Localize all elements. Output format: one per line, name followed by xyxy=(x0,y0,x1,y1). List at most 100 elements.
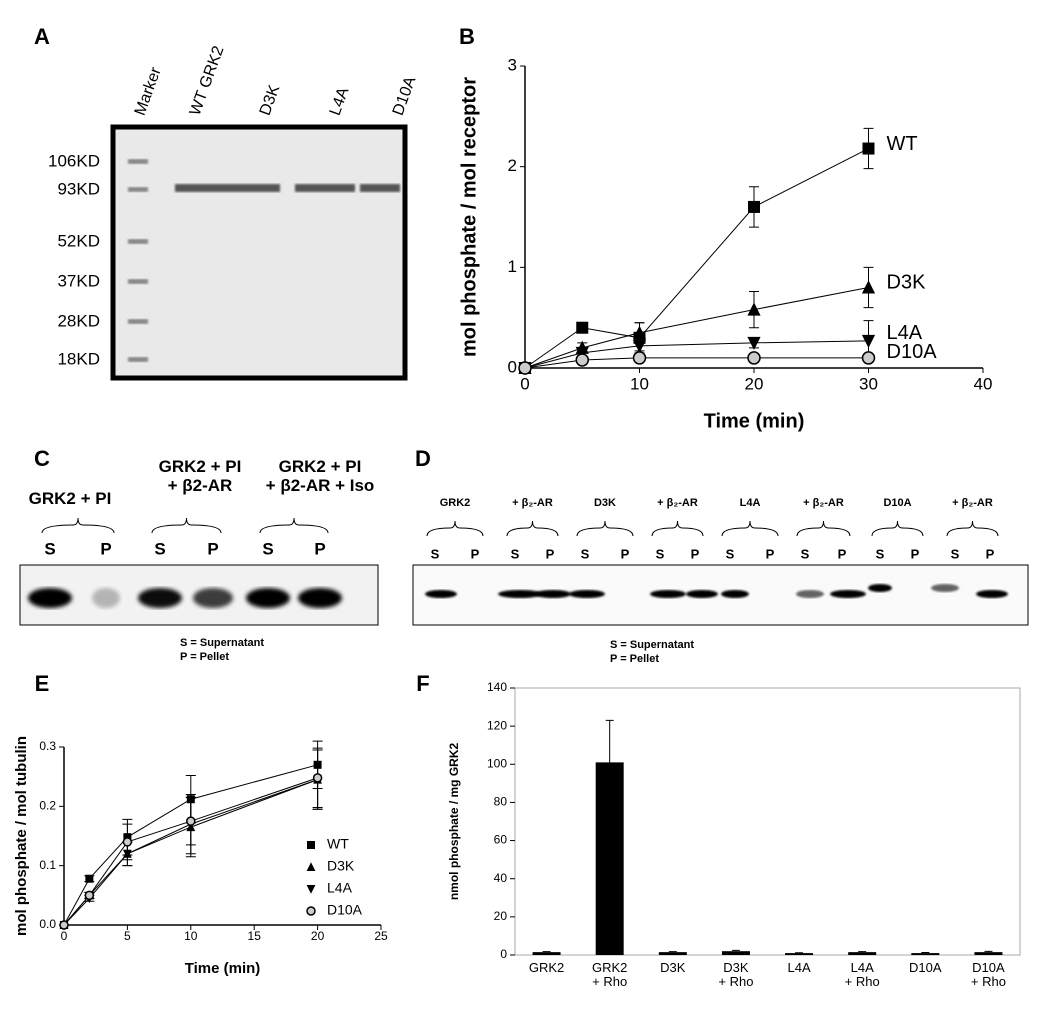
band xyxy=(298,588,342,608)
lane-label: P xyxy=(621,546,630,561)
lane-label: L4A xyxy=(327,85,353,118)
marker xyxy=(747,351,761,365)
band xyxy=(498,590,542,598)
band xyxy=(686,590,718,598)
legend-marker xyxy=(306,862,316,871)
lane-label: S xyxy=(726,546,735,561)
error-bar xyxy=(668,951,677,953)
group-label: D3K xyxy=(594,497,616,509)
marker-label: 106KD xyxy=(48,151,100,170)
group-label: L4A xyxy=(740,497,761,509)
legend-label: D3K xyxy=(327,858,355,874)
lane-label: D10A xyxy=(390,74,420,118)
gel-a xyxy=(110,124,408,381)
marker xyxy=(862,142,875,155)
y-tick-label: 0.3 xyxy=(39,739,56,753)
lane-label: S xyxy=(154,539,165,558)
brace xyxy=(506,520,559,537)
x-tick-label: D10A + Rho xyxy=(970,960,1006,990)
y-tick-label: 3 xyxy=(508,55,517,74)
marker-label: 52KD xyxy=(57,231,100,250)
y-tick-label: 0 xyxy=(508,357,517,376)
x-tick-label: 0 xyxy=(61,929,68,943)
bar xyxy=(785,953,814,955)
x-tick-label: 15 xyxy=(248,929,262,943)
group-label: GRK2 + PI + β2-AR + Iso xyxy=(265,457,375,495)
bar xyxy=(595,762,624,955)
lane-label: P xyxy=(100,539,111,558)
legend-text: S = Supernatant xyxy=(180,637,264,649)
x-tick-label: L4A + Rho xyxy=(844,960,880,990)
bar xyxy=(532,952,561,955)
band xyxy=(976,590,1008,598)
lane-label: P xyxy=(766,546,775,561)
error-bar xyxy=(984,950,993,953)
band xyxy=(721,590,749,598)
brace xyxy=(871,520,924,537)
marker xyxy=(59,920,69,930)
legend-label: L4A xyxy=(327,880,353,896)
series-label: L4A xyxy=(887,322,923,344)
bar xyxy=(658,952,687,955)
brace xyxy=(41,517,115,534)
lane-label: S xyxy=(656,546,665,561)
x-tick-label: 30 xyxy=(859,374,878,393)
lane-label: D3K xyxy=(257,82,284,117)
marker-label: 37KD xyxy=(57,271,100,290)
y-tick-label: 0.0 xyxy=(39,917,56,931)
band xyxy=(295,184,355,192)
marker xyxy=(747,336,761,351)
lane-label: S xyxy=(262,539,273,558)
error-bar xyxy=(605,719,614,763)
series-line xyxy=(524,340,869,369)
band xyxy=(650,590,686,598)
band xyxy=(535,590,571,598)
lane-label: S xyxy=(951,546,960,561)
y-tick-label: 100 xyxy=(487,756,507,770)
x-tick-label: 10 xyxy=(184,929,198,943)
group-label: + β₂-AR xyxy=(952,497,993,509)
brace xyxy=(721,520,779,537)
x-tick-label: 40 xyxy=(974,374,993,393)
legend-text: P = Pellet xyxy=(180,651,229,663)
y-tick-label: 2 xyxy=(508,156,517,175)
group-label: + β₂-AR xyxy=(803,497,844,509)
legend-label: D10A xyxy=(327,902,363,918)
x-tick-label: GRK2 + Rho xyxy=(591,960,628,990)
lane-label: S xyxy=(431,546,440,561)
y-tick-label: 0.2 xyxy=(39,799,56,813)
y-axis-title: mol phosphate / mol receptor xyxy=(458,77,480,357)
bar xyxy=(911,953,940,955)
group-label: D10A xyxy=(883,497,911,509)
legend-marker xyxy=(306,906,316,916)
bar xyxy=(848,952,877,955)
brace xyxy=(576,520,634,537)
y-axis-title: mol phosphate / mol tubulin xyxy=(13,736,30,936)
band xyxy=(569,590,605,598)
x-tick-label: 5 xyxy=(124,929,131,943)
brace xyxy=(426,520,484,537)
panel-label: F xyxy=(416,671,429,696)
band xyxy=(138,588,182,608)
x-tick-label: D10A xyxy=(909,960,942,975)
marker-band xyxy=(128,319,148,324)
band xyxy=(796,590,824,598)
group-label: GRK2 + PI xyxy=(28,489,112,508)
y-tick-label: 60 xyxy=(494,833,508,847)
plot-frame xyxy=(514,687,1021,956)
lane-label: S xyxy=(581,546,590,561)
lane-label: S xyxy=(876,546,885,561)
brace xyxy=(946,520,999,537)
band xyxy=(28,588,72,608)
marker-band xyxy=(128,239,148,244)
lane-label: P xyxy=(838,546,847,561)
marker xyxy=(632,325,647,339)
x-axis-title: Time (min) xyxy=(185,960,261,977)
error-bar xyxy=(858,951,867,953)
x-tick-label: L4A xyxy=(787,960,811,975)
legend-marker xyxy=(307,841,315,849)
group-label: GRK2 xyxy=(440,497,471,509)
band xyxy=(830,590,866,598)
marker-label: 93KD xyxy=(57,179,100,198)
band xyxy=(246,588,290,608)
